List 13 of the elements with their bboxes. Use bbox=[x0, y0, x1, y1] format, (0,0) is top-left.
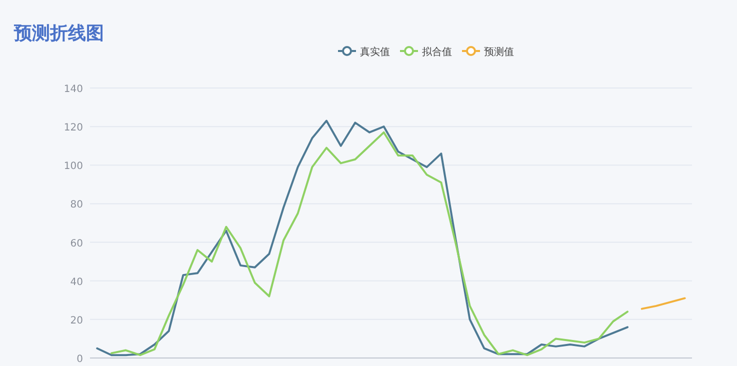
y-tick-label: 60 bbox=[70, 238, 83, 250]
y-tick-label: 80 bbox=[70, 200, 83, 211]
legend-label: 拟合值 bbox=[422, 46, 452, 58]
y-tick-label: 100 bbox=[64, 161, 83, 172]
y-tick-label: 40 bbox=[70, 276, 83, 288]
chart-title: 预测折线图 bbox=[13, 23, 104, 44]
line-series bbox=[640, 297, 686, 310]
y-tick-label: 0 bbox=[76, 354, 83, 365]
legend-label: 预测值 bbox=[484, 46, 514, 58]
y-tick-label: 120 bbox=[64, 122, 83, 134]
legend-label: 真实值 bbox=[360, 46, 390, 58]
y-tick-label: 140 bbox=[64, 84, 83, 95]
y-tick-label: 20 bbox=[70, 315, 83, 326]
